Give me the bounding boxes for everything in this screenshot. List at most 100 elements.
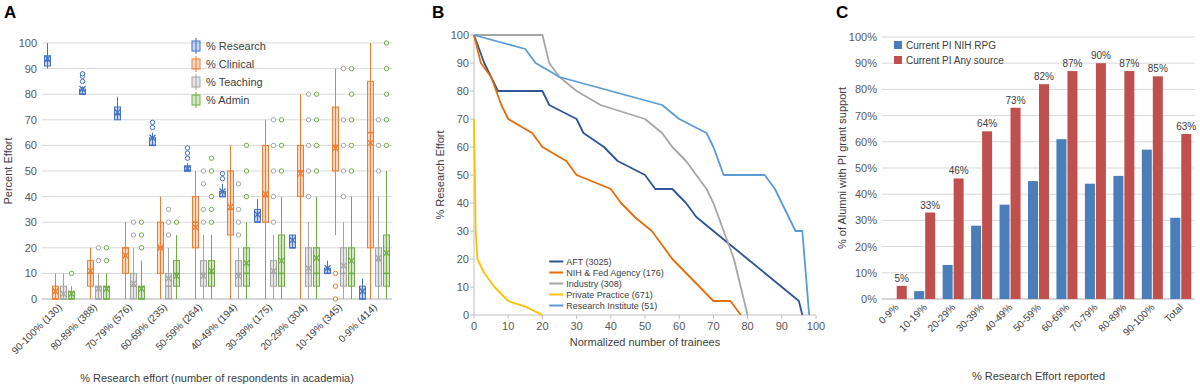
- outlier: [185, 151, 189, 155]
- mean-marker: [263, 191, 269, 197]
- outlier: [209, 194, 213, 198]
- y-tick-label: 0: [31, 293, 37, 305]
- box: [193, 197, 199, 248]
- outlier: [333, 284, 337, 288]
- y-tick-label: 20: [457, 253, 469, 265]
- median: [61, 298, 67, 300]
- box: [384, 235, 390, 286]
- outlier: [333, 271, 337, 275]
- outlier: [139, 233, 143, 237]
- bar: [1124, 71, 1134, 299]
- x-tick-label: 50-59%: [1011, 302, 1043, 334]
- median: [360, 298, 366, 300]
- mean-marker: [45, 55, 51, 61]
- outlier: [174, 220, 178, 224]
- box: [306, 248, 312, 286]
- x-tick-label: 60-69%: [1039, 302, 1071, 334]
- outlier: [104, 246, 108, 250]
- box: [228, 171, 234, 235]
- series-line: [474, 35, 809, 315]
- outlier: [306, 143, 310, 147]
- median: [69, 298, 75, 300]
- outlier: [209, 156, 213, 160]
- outlier: [349, 92, 353, 96]
- box: [271, 261, 277, 287]
- outlier: [341, 194, 345, 198]
- outlier: [271, 143, 275, 147]
- median: [314, 273, 320, 275]
- box: [244, 248, 250, 286]
- outlier: [150, 120, 154, 124]
- grid-line: [882, 89, 1195, 90]
- median: [306, 273, 312, 275]
- grid-line: [42, 119, 392, 120]
- data-label: 73%: [1006, 95, 1026, 106]
- tick-mark: [470, 315, 474, 316]
- bar: [1096, 63, 1106, 299]
- outlier: [201, 182, 205, 186]
- median: [104, 298, 110, 300]
- legend-label: NIH & Fed Agency (176): [566, 268, 664, 278]
- x-axis-title: Normalized number of trainees: [570, 336, 721, 348]
- tick-mark: [781, 315, 782, 319]
- outlier: [236, 182, 240, 186]
- data-label: 46%: [949, 165, 969, 176]
- outlier: [384, 66, 388, 70]
- bar: [1113, 176, 1123, 299]
- outlier: [314, 143, 318, 147]
- outlier: [220, 171, 224, 175]
- legend-icon: [192, 77, 200, 87]
- box: [201, 261, 207, 287]
- legend-swatch: [894, 56, 902, 64]
- y-tick-label: 40%: [855, 188, 877, 200]
- outlier: [104, 258, 108, 262]
- grid-line: [42, 171, 392, 172]
- tick-mark: [474, 315, 475, 319]
- outlier: [209, 207, 213, 211]
- legend-label: % Research: [206, 40, 266, 52]
- outlier: [384, 143, 388, 147]
- tick-mark: [470, 91, 474, 92]
- x-tick-label: 30-39%: [954, 302, 986, 334]
- y-tick-label: 80: [457, 85, 469, 97]
- bar: [925, 213, 935, 299]
- legend-label: Current PI Any source: [906, 55, 1004, 66]
- outlier: [201, 169, 205, 173]
- data-label: 5%: [895, 273, 910, 284]
- box: [298, 145, 304, 196]
- median: [220, 196, 226, 198]
- tick-mark: [679, 315, 680, 319]
- mean-marker: [244, 260, 250, 266]
- x-tick-label: 90: [776, 320, 788, 332]
- box: [341, 248, 347, 286]
- bar: [1000, 205, 1010, 299]
- median: [384, 273, 390, 275]
- y-tick-label: 100: [451, 29, 469, 41]
- data-label: 64%: [977, 118, 997, 129]
- y-tick-label: 90%: [855, 57, 877, 69]
- x-tick-label: 10-19% (345): [293, 302, 344, 353]
- mean-marker: [306, 265, 312, 271]
- box: [236, 261, 242, 287]
- plot-area: [474, 35, 809, 315]
- box: [96, 286, 102, 299]
- median: [80, 93, 86, 95]
- plot-area: [45, 41, 390, 301]
- data-label: 90%: [1091, 50, 1111, 61]
- x-tick-label: 30: [570, 320, 582, 332]
- box: [53, 286, 59, 299]
- outlier: [201, 220, 205, 224]
- bar: [1170, 218, 1180, 299]
- mean-marker: [123, 252, 129, 258]
- outlier: [384, 118, 388, 122]
- outlier: [349, 118, 353, 122]
- grid-line: [882, 115, 1195, 116]
- median: [368, 132, 374, 134]
- mean-marker: [228, 204, 234, 210]
- grid-line: [882, 141, 1195, 142]
- y-axis-title: % Research Effort: [434, 130, 446, 219]
- outlier: [236, 220, 240, 224]
- box: [104, 286, 110, 299]
- median: [53, 298, 59, 300]
- median: [341, 273, 347, 275]
